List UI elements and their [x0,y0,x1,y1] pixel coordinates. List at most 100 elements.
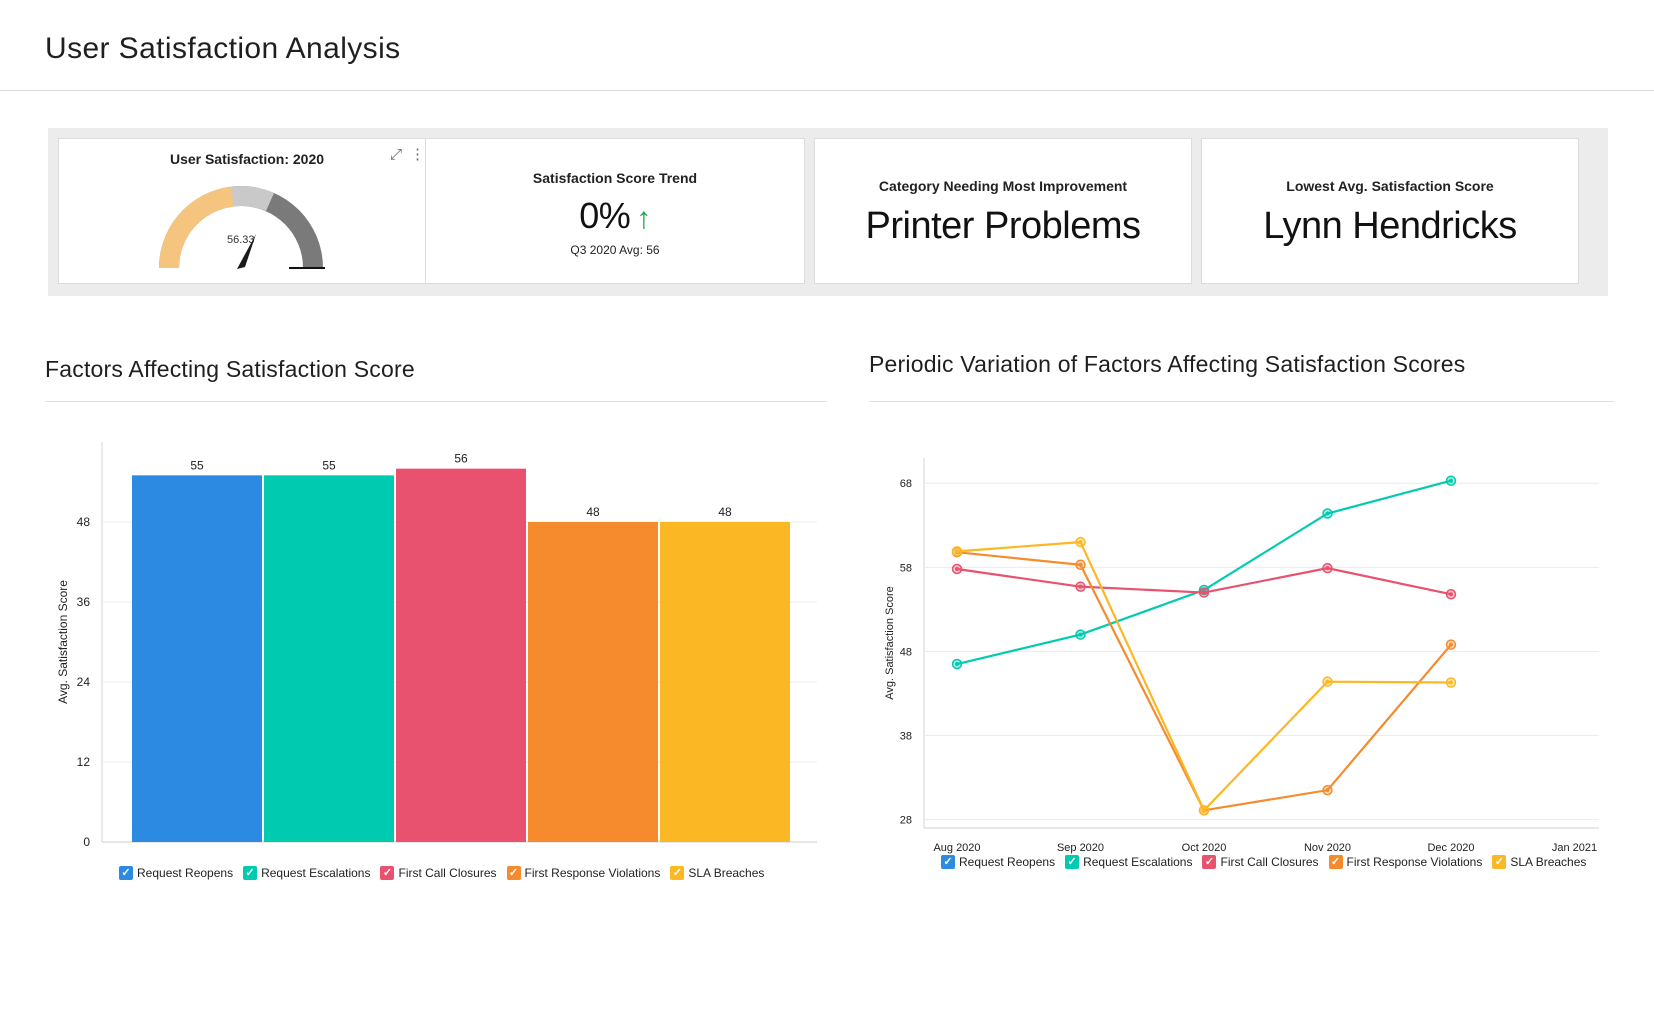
data-point-core [1449,592,1453,597]
data-point-core [1325,566,1330,571]
data-point-core [955,567,959,571]
lowest-value: Lynn Hendricks [1263,205,1517,247]
line-section-divider [869,401,1614,402]
gauge-card[interactable]: User Satisfaction: 2020 ⤢ ⋮ 56.33 [58,138,436,284]
bar-request-reopens[interactable] [132,475,262,842]
data-point-core [1325,788,1330,793]
bar-chart-legend: ✓ Request Reopens ✓ Request Escalations ✓ Fir… [119,866,774,880]
bar-data-label: 48 [586,505,600,519]
bar-section-title: Factors Affecting Satisfaction Score [45,356,415,382]
data-point-core [1449,478,1453,483]
page-title: User Satisfaction Analysis [45,32,401,65]
data-point-core [955,662,959,667]
line-legend-item-request-reopens[interactable]: ✓ Request Reopens [941,855,1055,869]
y-axis-title: Avg. Satisfaction Score [56,580,70,704]
bar-chart-panel: 0 12 24 36 48 Avg. Satisfaction Score 55 55 56 48… [45,432,827,902]
expand-icon[interactable]: ⤢ [389,146,402,163]
legend-label: First Call Closures [398,866,497,880]
bar-legend-item-request-escalations[interactable]: ✓ Request Escalations [243,866,370,880]
gauge-needle [237,234,256,269]
data-point-core [1449,680,1453,685]
gauge-fill [159,186,234,268]
gauge-title: User Satisfaction: 2020 [169,151,325,167]
bar-legend-item-first-call-closures[interactable]: ✓ First Call Closures [380,866,497,880]
legend-label: Request Escalations [261,866,371,880]
checkbox-icon: ✓ [506,866,521,880]
bar-first-response-violations[interactable] [528,522,658,842]
line-legend-item-first-call-closures[interactable]: ✓ First Call Closures [1202,855,1319,869]
bar-data-label: 55 [322,458,336,472]
checkbox-icon: ✓ [119,866,133,880]
more-vertical-icon[interactable]: ⋮ [410,146,425,163]
bar-legend-item-first-response-violations[interactable]: ✓ First Response Violations [506,866,661,880]
bar-data-label: 56 [454,452,468,466]
bar-data-label: 55 [190,458,204,472]
trend-subtext: Q3 2020 Avg: 56 [570,243,660,257]
category-title: Category Needing Most Improvement [878,178,1128,194]
lowest-card[interactable]: Lowest Avg. Satisfaction Score Lynn Hend… [1201,138,1579,284]
x-tick-label: Nov 2020 [1304,842,1351,854]
legend-label: Request Escalations [1083,855,1193,869]
y-tick-label: 48 [77,515,91,529]
y-tick-label: 48 [900,646,912,658]
checkbox-icon: ✓ [1065,855,1080,869]
line-series-request-escalations[interactable] [956,479,1452,666]
line-legend-item-request-escalations[interactable]: ✓ Request Escalations [1065,855,1192,869]
data-point-core [1325,679,1330,684]
y-tick-label: 12 [77,755,91,769]
data-point-core [1078,584,1083,589]
data-point-core [1449,642,1453,647]
trend-card[interactable]: Satisfaction Score Trend 0% ↑ Q3 2020 Avg… [425,138,805,284]
checkbox-icon: ✓ [941,855,955,869]
y-tick-label: 0 [83,835,90,849]
y-tick-label: 38 [900,731,912,743]
checkbox-icon: ✓ [1328,855,1343,869]
bar-legend-item-request-reopens[interactable]: ✓ Request Reopens [119,866,233,880]
line-legend-item-first-response-violations[interactable]: ✓ First Response Violations [1328,855,1483,869]
bar-data-label: 48 [718,505,732,519]
x-tick-label: Oct 2020 [1182,842,1227,854]
x-tick-label: Jan 2021 [1552,842,1597,854]
gauge-chart: 56.33 [159,186,325,269]
legend-label: Request Reopens [137,866,234,880]
legend-label: SLA Breaches [1510,855,1587,869]
trend-title: Satisfaction Score Trend [532,170,698,186]
data-point-core [1202,590,1206,595]
bar-first-call-closures[interactable] [396,468,526,842]
bar-request-escalations[interactable] [264,475,394,842]
y-axis-title: Avg. Satisfaction Score [884,586,896,700]
checkbox-icon: ✓ [380,866,395,880]
line-chart-panel: 28 38 48 58 68 Aug 2020 Sep 2020 Oct 2020 Nov 20… [869,448,1614,898]
line-series-sla-breaches[interactable] [956,540,1452,813]
lowest-title: Lowest Avg. Satisfaction Score [1286,178,1494,194]
legend-label: First Response Violations [1346,855,1483,869]
checkbox-icon: ✓ [670,866,685,880]
data-point-core [1078,562,1083,567]
bar-sla-breaches[interactable] [660,522,790,842]
legend-label: First Call Closures [1220,855,1319,869]
bar-legend-item-sla-breaches[interactable]: ✓ SLA Breaches [670,866,764,880]
category-card[interactable]: Category Needing Most Improvement Printe… [814,138,1192,284]
up-arrow-icon: ↑ [636,202,651,235]
legend-label: Request Reopens [959,855,1056,869]
y-tick-label: 36 [77,595,91,609]
x-tick-label: Dec 2020 [1427,842,1474,854]
checkbox-icon: ✓ [1492,855,1507,869]
y-tick-label: 24 [77,675,91,689]
legend-label: First Response Violations [524,866,661,880]
card-tools: ⤢ ⋮ [382,145,425,163]
data-point-core [1325,511,1330,516]
line-legend-item-sla-breaches[interactable]: ✓ SLA Breaches [1492,855,1586,869]
y-tick-label: 58 [900,562,912,574]
trend-value: 0% [579,195,631,236]
page-header: User Satisfaction Analysis [0,0,1654,91]
y-tick-label: 28 [900,815,912,827]
data-point-core [1078,632,1083,637]
y-tick-label: 68 [900,478,912,490]
gauge-value-label: 56.33 [227,234,255,246]
x-tick-label: Aug 2020 [933,842,980,854]
checkbox-icon: ✓ [243,866,258,880]
data-point-core [1202,808,1206,813]
x-tick-label: Sep 2020 [1057,842,1104,854]
data-point-core [1078,540,1083,545]
